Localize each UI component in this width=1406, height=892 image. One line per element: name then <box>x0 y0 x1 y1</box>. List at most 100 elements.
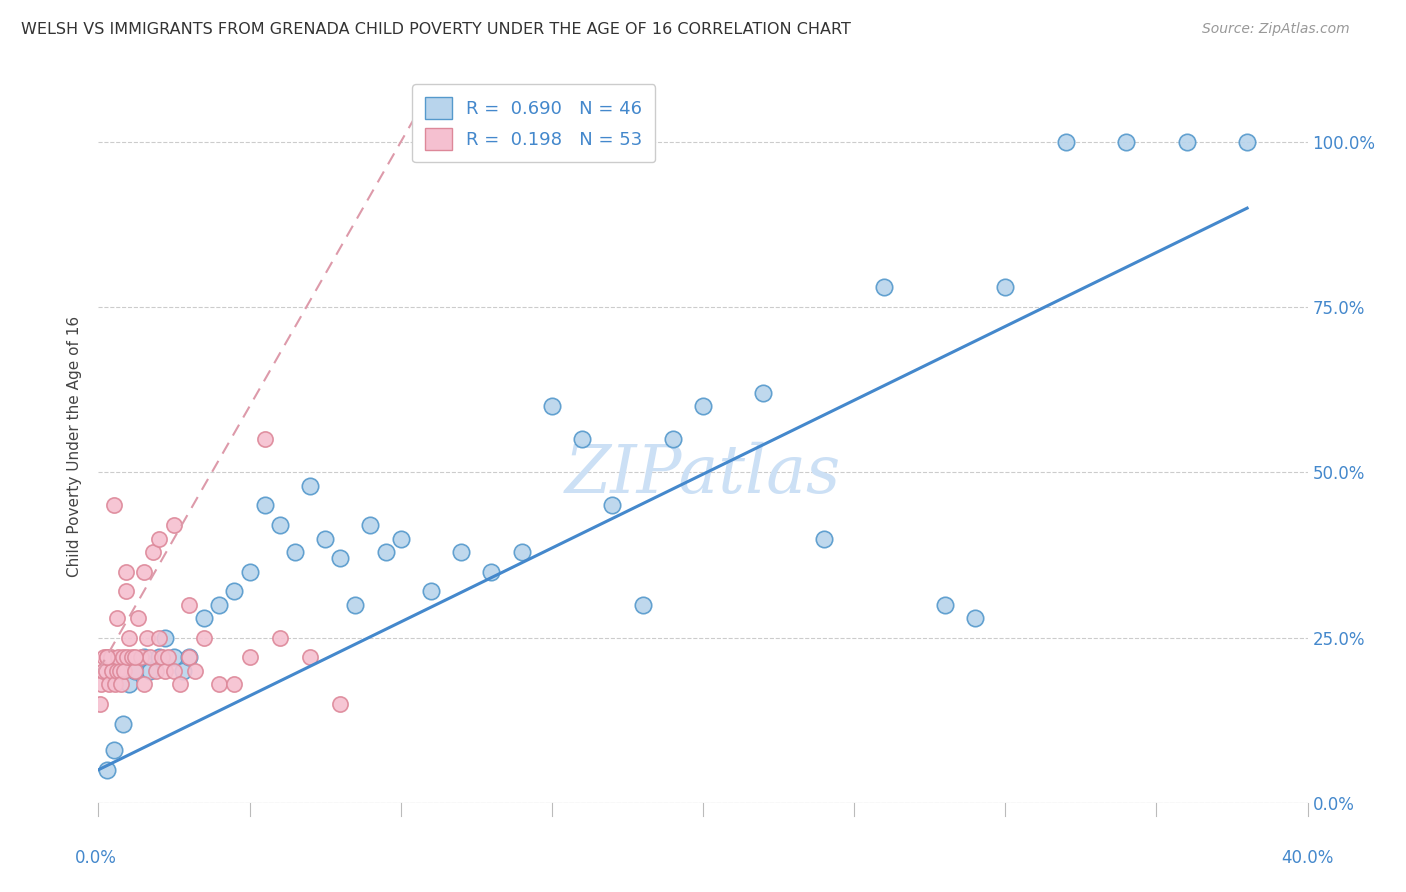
Point <box>129 650 152 665</box>
Point <box>127 611 149 625</box>
Point <box>96 650 118 665</box>
Point <box>163 664 186 678</box>
Point <box>124 664 146 678</box>
Point <box>115 650 138 665</box>
Text: ZIPatlas: ZIPatlas <box>565 442 841 508</box>
Point <box>253 499 276 513</box>
Point <box>965 611 987 625</box>
Point <box>142 545 165 559</box>
Point <box>1236 135 1258 149</box>
Point <box>1175 135 1198 149</box>
Point <box>179 598 201 612</box>
Point <box>253 433 276 447</box>
Point <box>111 650 134 665</box>
Point <box>299 478 322 492</box>
Point <box>752 386 775 401</box>
Text: Source: ZipAtlas.com: Source: ZipAtlas.com <box>1202 22 1350 37</box>
Point <box>208 677 231 691</box>
Point <box>692 400 714 414</box>
Point <box>139 650 162 665</box>
Point <box>89 697 111 711</box>
Point <box>145 664 167 678</box>
Point <box>299 650 322 665</box>
Point <box>132 565 155 579</box>
Point <box>224 584 246 599</box>
Point <box>813 532 835 546</box>
Point <box>163 518 186 533</box>
Point <box>124 650 146 665</box>
Point <box>148 631 170 645</box>
Point <box>1115 135 1137 149</box>
Point <box>269 518 291 533</box>
Point <box>329 551 352 566</box>
Point <box>1054 135 1077 149</box>
Text: 0.0%: 0.0% <box>75 849 117 867</box>
Point <box>193 611 215 625</box>
Point <box>314 532 336 546</box>
Point <box>118 677 141 691</box>
Point <box>93 650 115 665</box>
Text: WELSH VS IMMIGRANTS FROM GRENADA CHILD POVERTY UNDER THE AGE OF 16 CORRELATION C: WELSH VS IMMIGRANTS FROM GRENADA CHILD P… <box>21 22 851 37</box>
Point <box>153 664 176 678</box>
Point <box>163 650 186 665</box>
Point <box>269 631 291 645</box>
Point <box>148 650 170 665</box>
Point <box>105 611 128 625</box>
Point <box>91 664 114 678</box>
Point <box>208 598 231 612</box>
Point <box>96 650 118 665</box>
Point <box>224 677 246 691</box>
Point <box>100 650 122 665</box>
Point <box>105 664 128 678</box>
Point <box>135 631 157 645</box>
Point <box>139 664 162 678</box>
Point <box>114 565 136 579</box>
Point <box>114 584 136 599</box>
Point <box>90 677 112 691</box>
Point <box>172 664 194 678</box>
Point <box>374 545 396 559</box>
Point <box>108 664 131 678</box>
Point <box>481 565 503 579</box>
Point <box>101 664 124 678</box>
Point <box>112 664 135 678</box>
Point <box>329 697 352 711</box>
Point <box>132 677 155 691</box>
Point <box>284 545 307 559</box>
Point <box>153 631 176 645</box>
Point <box>169 677 191 691</box>
Legend: R =  0.690   N = 46, R =  0.198   N = 53: R = 0.690 N = 46, R = 0.198 N = 53 <box>412 84 655 162</box>
Point <box>118 631 141 645</box>
Point <box>179 650 201 665</box>
Point <box>360 518 382 533</box>
Point <box>420 584 443 599</box>
Point <box>184 664 207 678</box>
Point <box>239 565 262 579</box>
Point <box>150 650 173 665</box>
Point <box>148 532 170 546</box>
Y-axis label: Child Poverty Under the Age of 16: Child Poverty Under the Age of 16 <box>67 316 83 576</box>
Point <box>239 650 262 665</box>
Point <box>107 650 129 665</box>
Point <box>110 677 132 691</box>
Point <box>179 650 201 665</box>
Point <box>510 545 533 559</box>
Point <box>873 280 896 294</box>
Point <box>94 664 117 678</box>
Point <box>96 763 118 777</box>
Point <box>994 280 1017 294</box>
Point <box>193 631 215 645</box>
Point <box>156 650 179 665</box>
Point <box>111 716 134 731</box>
Point <box>103 743 125 757</box>
Point <box>661 433 683 447</box>
Point <box>124 664 146 678</box>
Point <box>132 650 155 665</box>
Point <box>934 598 956 612</box>
Point <box>571 433 593 447</box>
Point <box>450 545 472 559</box>
Point <box>103 499 125 513</box>
Point <box>344 598 367 612</box>
Point <box>121 650 143 665</box>
Point <box>389 532 412 546</box>
